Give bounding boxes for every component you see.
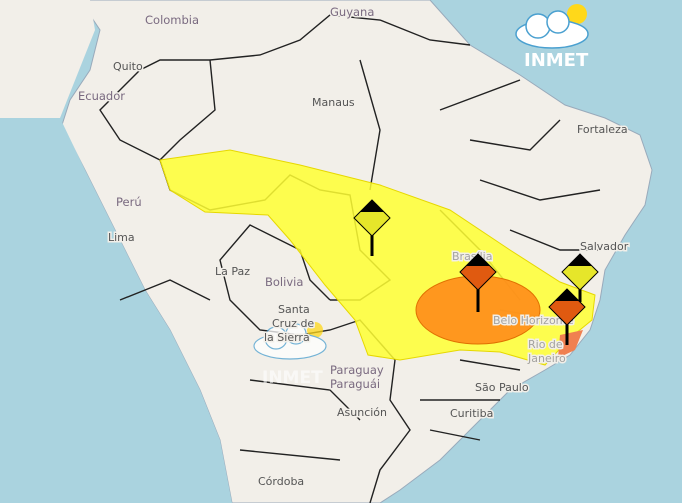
label-paraguai: Paraguái xyxy=(330,377,380,391)
warning-yellow-icon[interactable] xyxy=(353,199,391,256)
warning-orange-icon[interactable] xyxy=(459,253,497,312)
label-fortaleza: Fortaleza xyxy=(577,123,628,136)
warning-markers xyxy=(353,199,599,345)
label-la-paz: La Paz xyxy=(215,265,250,278)
label-cordoba: Córdoba xyxy=(258,475,304,488)
label-ecuador: Ecuador xyxy=(78,89,125,103)
label-lima: Lima xyxy=(108,231,135,244)
label-bolivia: Bolivia xyxy=(265,275,303,289)
warning-orange-icon[interactable] xyxy=(548,288,586,345)
label-rio: Rio de xyxy=(528,338,563,351)
label-santa-cruz: Santa xyxy=(278,303,310,316)
label-curitiba: Curitiba xyxy=(450,407,493,420)
label-manaus: Manaus xyxy=(312,96,355,109)
label-rio: Janeiro xyxy=(527,352,566,365)
label-salvador: Salvador xyxy=(580,240,629,253)
label-paraguay: Paraguay xyxy=(330,363,384,377)
label-santa-cruz: Cruz de xyxy=(272,317,314,330)
cloud-sun-icon xyxy=(515,4,589,49)
label-quito: Quito xyxy=(113,60,143,73)
inmet-logo: INMET xyxy=(524,50,589,71)
ocean-west xyxy=(0,118,232,503)
label-peru: Perú xyxy=(116,195,142,209)
label-asuncion: Asunción xyxy=(337,406,387,419)
label-colombia: Colombia xyxy=(145,13,199,27)
warning-yellow-icon[interactable] xyxy=(561,253,599,302)
label-guyana: Guyana xyxy=(330,5,374,19)
label-belo-horizonte: Belo Horizonte xyxy=(493,314,574,327)
map-labels: Colombia Guyana Quito Ecuador Manaus For… xyxy=(77,4,631,490)
watermark-cloud-icon xyxy=(253,322,327,360)
warning-area-orange-coast[interactable] xyxy=(558,330,583,358)
inmet-watermark: INMET xyxy=(262,368,323,388)
label-sao-paulo: São Paulo xyxy=(475,381,529,394)
label-santa-cruz: la Sierra xyxy=(264,331,310,344)
land-top-left xyxy=(0,0,95,118)
